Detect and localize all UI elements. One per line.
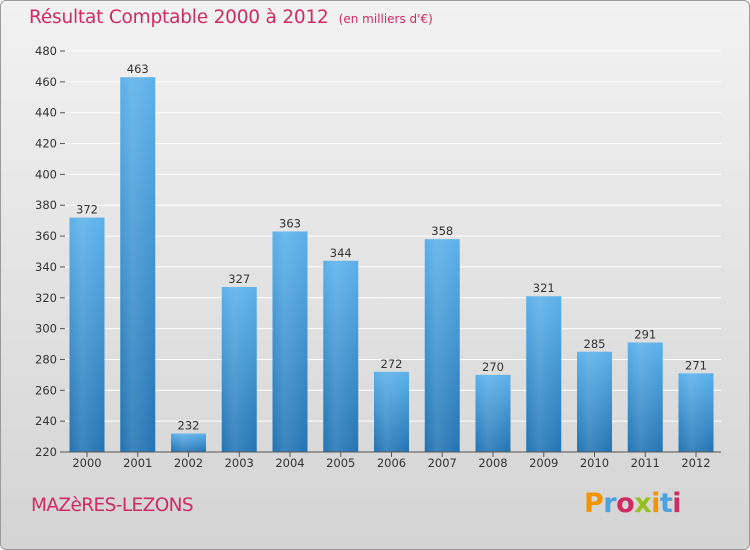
x-tick-label: 2007 — [428, 456, 457, 470]
y-tick-label: 300 — [35, 322, 57, 336]
y-tick-label: 420 — [35, 137, 57, 151]
bar-shine — [120, 77, 156, 452]
y-tick-label: 240 — [35, 414, 57, 428]
data-label: 463 — [127, 62, 149, 76]
x-tick-label: 2001 — [123, 456, 152, 470]
y-tick-label: 220 — [35, 445, 57, 459]
data-label: 344 — [330, 246, 352, 260]
data-label: 327 — [228, 272, 250, 286]
x-tick-label: 2002 — [174, 456, 203, 470]
x-tick-label: 2000 — [72, 456, 101, 470]
bar-shine — [272, 231, 308, 452]
x-tick-label: 2008 — [478, 456, 507, 470]
bar-shine — [69, 217, 105, 452]
bar-shine — [374, 371, 409, 452]
chart-title-main: Résultat Comptable 2000 à 2012 — [29, 7, 329, 28]
x-tick-label: 2003 — [225, 456, 254, 470]
bar-shine — [678, 373, 714, 452]
bar-shine — [424, 239, 460, 452]
bars — [69, 77, 714, 452]
logo-letter: i — [651, 488, 660, 519]
bar-shine — [627, 342, 663, 452]
bar-shine — [526, 296, 562, 452]
data-label: 321 — [533, 281, 555, 295]
data-label: 271 — [685, 358, 707, 372]
x-tick-label: 2006 — [377, 456, 406, 470]
y-tick-label: 340 — [35, 260, 57, 274]
data-label: 291 — [634, 327, 656, 341]
proxiti-logo: Proxiti — [584, 488, 682, 519]
y-tick-label: 460 — [35, 75, 57, 89]
data-label: 232 — [178, 418, 200, 432]
bar-shine — [323, 260, 359, 452]
bar-shine — [171, 433, 206, 452]
x-tick-label: 2012 — [681, 456, 710, 470]
bar-shine — [221, 286, 257, 452]
y-tick-label: 480 — [35, 44, 57, 58]
y-tick-label: 360 — [35, 229, 57, 243]
logo-letter: t — [659, 488, 673, 519]
x-tick-label: 2011 — [631, 456, 660, 470]
x-tick-label: 2010 — [580, 456, 609, 470]
data-label: 363 — [279, 216, 301, 230]
y-tick-label: 400 — [35, 167, 57, 181]
logo-letter: o — [616, 488, 635, 519]
data-label: 285 — [584, 337, 606, 351]
bar-shine — [577, 351, 612, 452]
data-label: 270 — [482, 360, 504, 374]
logo-letter: P — [584, 488, 604, 519]
x-tick-label: 2004 — [275, 456, 304, 470]
logo-letter: x — [634, 488, 652, 519]
chart-title-unit: (en milliers d'€) — [338, 12, 433, 26]
y-tick-label: 320 — [35, 291, 57, 305]
y-axis-ticks: 220 240 260 280 300 320 340 360 380 400 420 440 460 4… — [35, 44, 65, 459]
data-label: 358 — [431, 224, 453, 238]
data-label: 372 — [76, 203, 98, 217]
y-tick-label: 260 — [35, 383, 57, 397]
logo-letter: r — [603, 488, 617, 519]
x-tick-label: 2009 — [529, 456, 558, 470]
bar-shine — [475, 374, 511, 452]
city-name: MAZèRES-LEZONS — [31, 495, 194, 516]
y-tick-label: 380 — [35, 198, 57, 212]
y-tick-label: 280 — [35, 352, 57, 366]
chart-title: Résultat Comptable 2000 à 2012 (en millie… — [29, 7, 433, 28]
x-axis-ticks: 2000 2001 2002 2003 2004 2005 2006 2007 2008 2009… — [72, 452, 711, 470]
y-tick-label: 440 — [35, 106, 57, 120]
logo-letter: i — [672, 488, 682, 519]
x-tick-label: 2005 — [326, 456, 355, 470]
data-label: 272 — [381, 357, 403, 371]
data-labels: 372 463 232 327 363 344 272 358 270 321 285 291 271 — [76, 62, 707, 432]
